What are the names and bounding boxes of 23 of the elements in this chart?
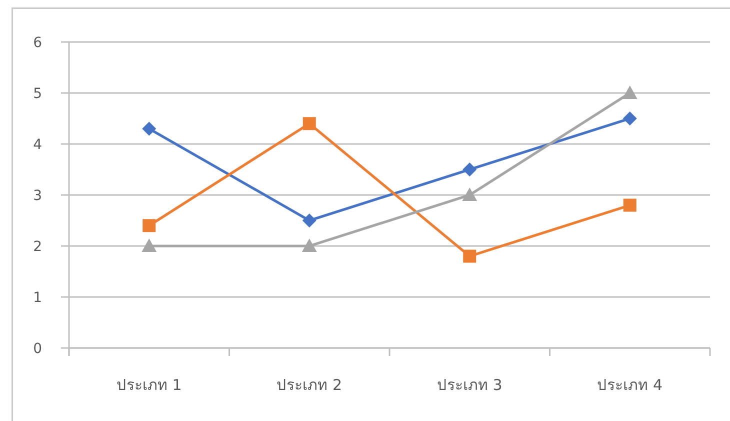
y-tick-label: 0 [33,340,42,357]
y-tick-label: 2 [33,238,42,255]
point [302,117,316,130]
x-tick-label: ประเภท 3 [436,376,502,394]
x-tick-label: ประเภท 2 [276,376,342,394]
y-tick-label: 1 [33,290,42,306]
y-tick-label: 6 [33,34,42,51]
y-tick-label: 4 [33,136,42,153]
point [622,86,638,99]
point [463,250,476,263]
point [142,122,156,136]
x-tick-label: ประเภท 4 [597,376,663,394]
point [302,238,317,252]
point [142,219,156,232]
point [622,112,637,126]
x-tick-label: ประเภท 1 [116,376,182,394]
point [462,188,478,201]
point [142,238,157,252]
y-tick-label: 3 [33,188,42,204]
point [302,214,316,228]
y-tick-label: 5 [33,86,42,102]
point [462,162,477,176]
point [623,198,636,212]
